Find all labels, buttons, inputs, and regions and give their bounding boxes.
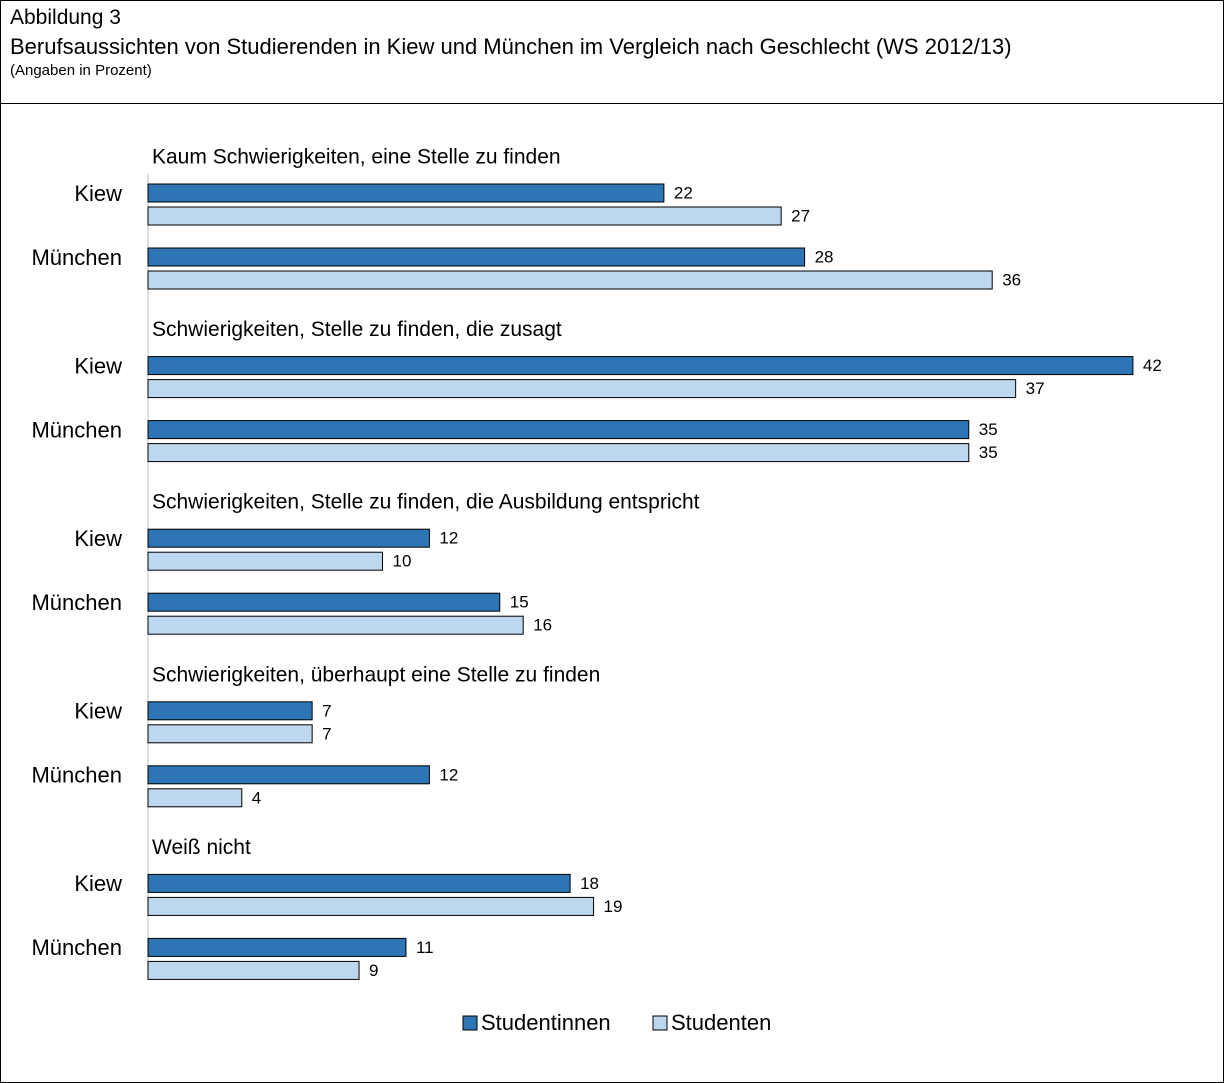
bar-studenten bbox=[147, 206, 782, 226]
chart-subtitle: (Angaben in Prozent) bbox=[10, 62, 152, 79]
data-label: 35 bbox=[979, 420, 998, 439]
row-label: Kiew bbox=[74, 871, 122, 896]
data-label: 4 bbox=[252, 788, 261, 807]
data-label: 9 bbox=[369, 961, 378, 980]
data-label: 22 bbox=[674, 183, 693, 202]
bar-studenten bbox=[147, 788, 243, 808]
data-label: 12 bbox=[439, 765, 458, 784]
bar-studentinnen bbox=[147, 420, 970, 440]
data-label: 7 bbox=[322, 701, 331, 720]
row-label: Kiew bbox=[74, 353, 122, 378]
data-label: 11 bbox=[416, 938, 434, 957]
legend-label-studenten: Studenten bbox=[671, 1010, 771, 1035]
bar-studentinnen bbox=[147, 701, 313, 721]
data-label: 18 bbox=[580, 874, 599, 893]
bar-studenten bbox=[147, 270, 993, 290]
data-label: 36 bbox=[1002, 270, 1021, 289]
bar-studentinnen bbox=[147, 937, 407, 957]
bar-studentinnen bbox=[147, 592, 501, 612]
category-label: Schwierigkeiten, Stelle zu finden, die z… bbox=[152, 318, 562, 341]
data-label: 27 bbox=[791, 206, 810, 225]
data-label: 28 bbox=[815, 247, 834, 266]
bar-studenten bbox=[147, 615, 524, 635]
legend-label-studentinnen: Studentinnen bbox=[481, 1010, 611, 1035]
bar-studenten bbox=[147, 960, 360, 980]
header-divider bbox=[0, 103, 1224, 104]
row-label: München bbox=[31, 763, 122, 788]
legend-swatch-studentinnen bbox=[462, 1015, 478, 1031]
bar-studentinnen bbox=[147, 183, 665, 203]
category-label: Weiß nicht bbox=[152, 836, 251, 859]
legend-swatch-studenten bbox=[652, 1015, 668, 1031]
data-label: 35 bbox=[979, 443, 998, 462]
bar-studentinnen bbox=[147, 873, 571, 893]
data-label: 12 bbox=[439, 529, 458, 548]
category-label: Schwierigkeiten, überhaupt eine Stelle z… bbox=[152, 663, 600, 686]
bar-studentinnen bbox=[147, 765, 430, 785]
row-label: München bbox=[31, 935, 122, 960]
bar-studenten bbox=[147, 551, 383, 571]
data-label: 10 bbox=[393, 552, 412, 571]
bar-studenten bbox=[147, 443, 970, 463]
data-label: 7 bbox=[322, 724, 331, 743]
row-label: Kiew bbox=[74, 181, 122, 206]
category-label: Schwierigkeiten, Stelle zu finden, die A… bbox=[152, 491, 700, 514]
bar-studenten bbox=[147, 379, 1017, 399]
bar-studenten bbox=[147, 724, 313, 744]
chart-title: Berufsaussichten von Studierenden in Kie… bbox=[10, 34, 1012, 59]
row-label: Kiew bbox=[74, 699, 122, 724]
bar-studentinnen bbox=[147, 356, 1134, 376]
bar-studentinnen bbox=[147, 528, 430, 548]
bar-studenten bbox=[147, 896, 595, 916]
data-label: 15 bbox=[510, 593, 529, 612]
row-label: München bbox=[31, 245, 122, 270]
row-label: Kiew bbox=[74, 526, 122, 551]
bar-studentinnen bbox=[147, 247, 806, 267]
figure-header: Abbildung 3 Berufsaussichten von Studier… bbox=[10, 4, 1210, 80]
figure-label: Abbildung 3 bbox=[10, 6, 121, 29]
category-label: Kaum Schwierigkeiten, eine Stelle zu fin… bbox=[152, 146, 561, 169]
data-label: 16 bbox=[533, 616, 552, 635]
data-label: 37 bbox=[1026, 379, 1045, 398]
row-label: München bbox=[31, 590, 122, 615]
data-label: 42 bbox=[1143, 356, 1162, 375]
row-label: München bbox=[31, 417, 122, 442]
data-label: 19 bbox=[604, 897, 623, 916]
